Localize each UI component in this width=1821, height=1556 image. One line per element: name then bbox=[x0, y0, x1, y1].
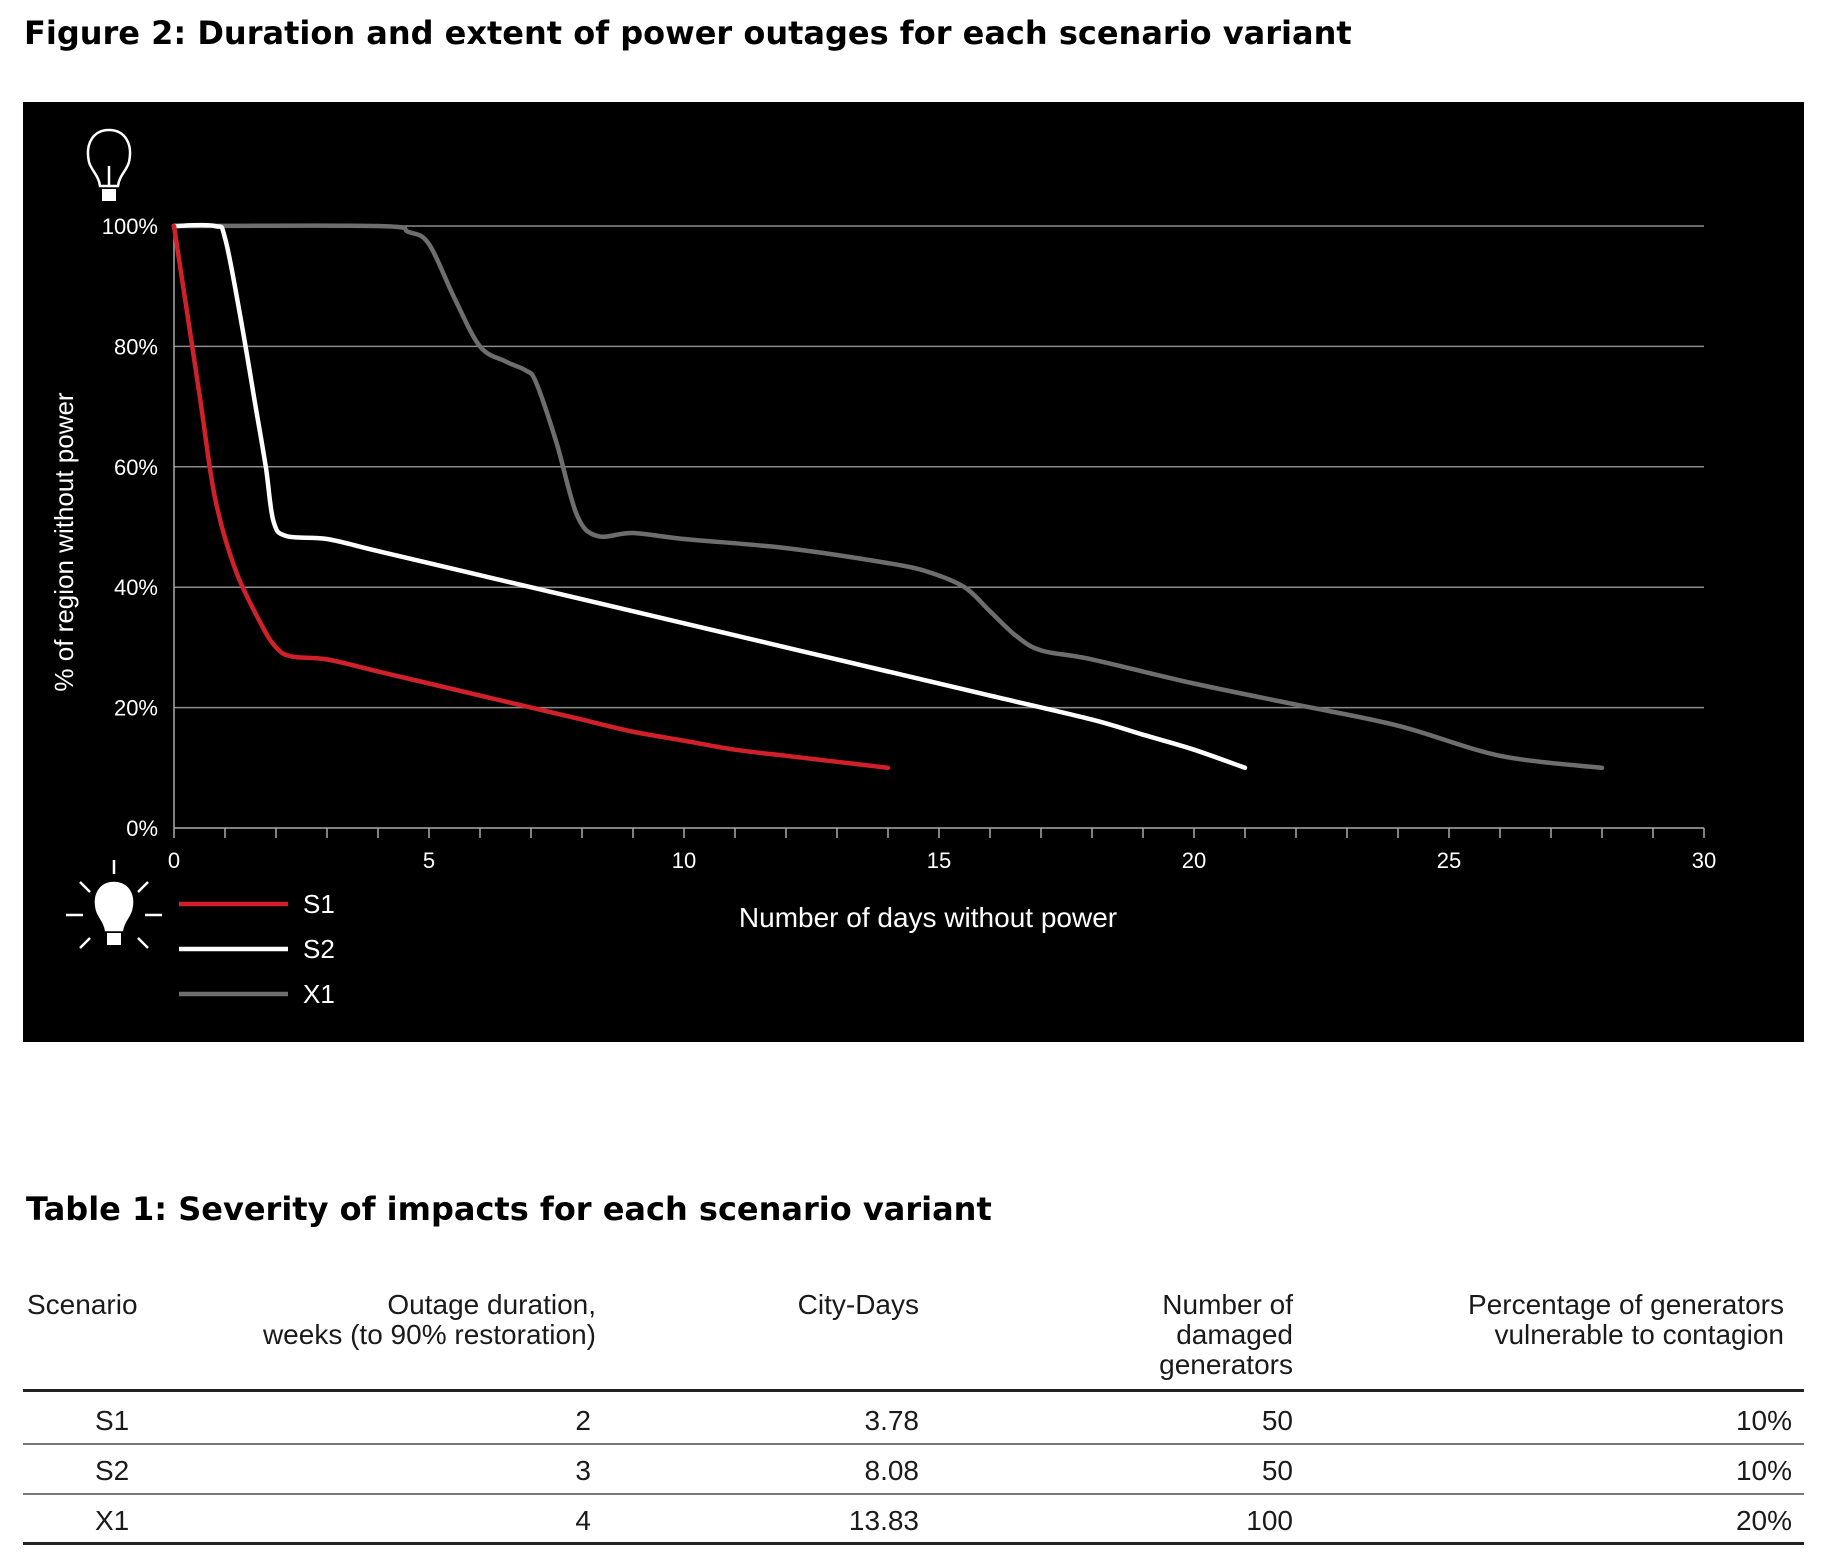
lightbulb-outline-icon bbox=[86, 128, 132, 201]
cell-duration: 2 bbox=[575, 1405, 591, 1436]
header-generators-line1: Number of bbox=[1162, 1289, 1293, 1320]
cell-citydays: 8.08 bbox=[864, 1455, 920, 1486]
legend-label-s1: S1 bbox=[303, 889, 335, 919]
series-line-s1 bbox=[171, 223, 891, 771]
cell-scenario: S2 bbox=[95, 1455, 130, 1486]
cell-percentage: 10% bbox=[1735, 1455, 1792, 1486]
series-line-s2 bbox=[171, 222, 1248, 771]
x-tick-label: 0 bbox=[168, 848, 180, 873]
cell-generators: 50 bbox=[1261, 1455, 1293, 1486]
x-tick-label: 25 bbox=[1437, 848, 1461, 873]
figure-title: Figure 2: Duration and extent of power o… bbox=[24, 14, 1352, 52]
cell-scenario: S1 bbox=[95, 1405, 130, 1436]
header-duration-line2: weeks (to 90% restoration) bbox=[262, 1319, 596, 1350]
y-tick-label: 40% bbox=[114, 575, 158, 600]
table-bottom-rule bbox=[23, 1542, 1804, 1545]
y-axis-label: % of region without power bbox=[49, 392, 79, 692]
cell-generators: 50 bbox=[1261, 1405, 1293, 1436]
cell-percentage: 20% bbox=[1735, 1505, 1792, 1536]
row-divider bbox=[23, 1443, 1804, 1445]
y-tick-label: 0% bbox=[126, 816, 158, 841]
x-tick-label: 10 bbox=[672, 848, 696, 873]
x-tick-label: 20 bbox=[1182, 848, 1206, 873]
header-citydays: City-Days bbox=[797, 1289, 919, 1320]
cell-percentage: 10% bbox=[1735, 1405, 1792, 1436]
header-scenario: Scenario bbox=[27, 1289, 138, 1320]
y-tick-label: 80% bbox=[114, 334, 158, 359]
series-line-x1 bbox=[171, 223, 1605, 771]
y-tick-label: 20% bbox=[114, 696, 158, 721]
table-title: Table 1: Severity of impacts for each sc… bbox=[26, 1190, 992, 1228]
header-generators-line3: generators bbox=[1159, 1349, 1293, 1380]
cell-citydays: 3.78 bbox=[864, 1405, 920, 1436]
legend-label-x1: X1 bbox=[303, 979, 335, 1009]
x-tick-label: 30 bbox=[1692, 848, 1716, 873]
header-percentage-line2: vulnerable to contagion bbox=[1494, 1319, 1784, 1350]
cell-duration: 4 bbox=[575, 1505, 591, 1536]
cell-scenario: X1 bbox=[95, 1505, 130, 1536]
header-duration-line1: Outage duration, bbox=[387, 1289, 596, 1320]
y-tick-label: 100% bbox=[102, 214, 158, 239]
header-rule bbox=[23, 1389, 1804, 1392]
y-tick-label: 60% bbox=[114, 455, 158, 480]
header-percentage-line1: Percentage of generators bbox=[1468, 1289, 1784, 1320]
row-divider bbox=[23, 1493, 1804, 1495]
chart-panel: 0% 20% 40% 60% 80% 100% 0 5 10 15 20 25 30 S1 S2 X1 % … bbox=[23, 102, 1804, 1042]
cell-duration: 3 bbox=[575, 1455, 591, 1486]
header-generators-line2: damaged bbox=[1176, 1319, 1293, 1350]
cell-citydays: 13.83 bbox=[848, 1505, 919, 1536]
cell-generators: 100 bbox=[1246, 1505, 1293, 1536]
legend-label-s2: S2 bbox=[303, 934, 335, 964]
x-axis-label: Number of days without power bbox=[739, 902, 1117, 933]
lightbulb-shining-icon bbox=[66, 860, 162, 949]
chart-canvas: 0% 20% 40% 60% 80% 100% 0 5 10 15 20 25 30 S1 S2 X1 % … bbox=[49, 128, 1716, 1009]
x-tick-label: 15 bbox=[927, 848, 951, 873]
x-tick-label: 5 bbox=[423, 848, 435, 873]
